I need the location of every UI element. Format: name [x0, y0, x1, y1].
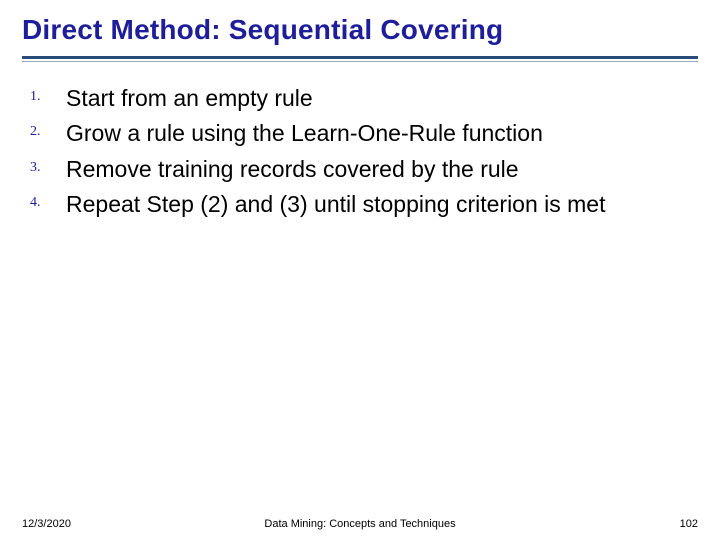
footer-page-number: 102 — [680, 518, 698, 530]
content-area: 1. Start from an empty rule 2. Grow a ru… — [22, 84, 698, 220]
list-item: 4. Repeat Step (2) and (3) until stoppin… — [30, 190, 670, 219]
list-number: 3. — [30, 155, 66, 176]
footer: 12/3/2020 Data Mining: Concepts and Tech… — [0, 518, 720, 530]
footer-subtitle: Data Mining: Concepts and Techniques — [264, 518, 455, 530]
footer-date: 12/3/2020 — [22, 518, 71, 530]
list-text: Start from an empty rule — [66, 84, 313, 113]
list-text: Remove training records covered by the r… — [66, 155, 519, 184]
slide-title: Direct Method: Sequential Covering — [22, 14, 698, 46]
list-item: 2. Grow a rule using the Learn-One-Rule … — [30, 119, 670, 148]
title-underline-secondary — [22, 61, 698, 62]
list-item: 1. Start from an empty rule — [30, 84, 670, 113]
list-item: 3. Remove training records covered by th… — [30, 155, 670, 184]
title-underline-primary — [22, 56, 698, 59]
list-text: Grow a rule using the Learn-One-Rule fun… — [66, 119, 543, 148]
slide: Direct Method: Sequential Covering 1. St… — [0, 0, 720, 540]
ordered-list: 1. Start from an empty rule 2. Grow a ru… — [30, 84, 698, 220]
list-number: 1. — [30, 84, 66, 105]
list-text: Repeat Step (2) and (3) until stopping c… — [66, 190, 606, 219]
list-number: 4. — [30, 190, 66, 211]
list-number: 2. — [30, 119, 66, 140]
